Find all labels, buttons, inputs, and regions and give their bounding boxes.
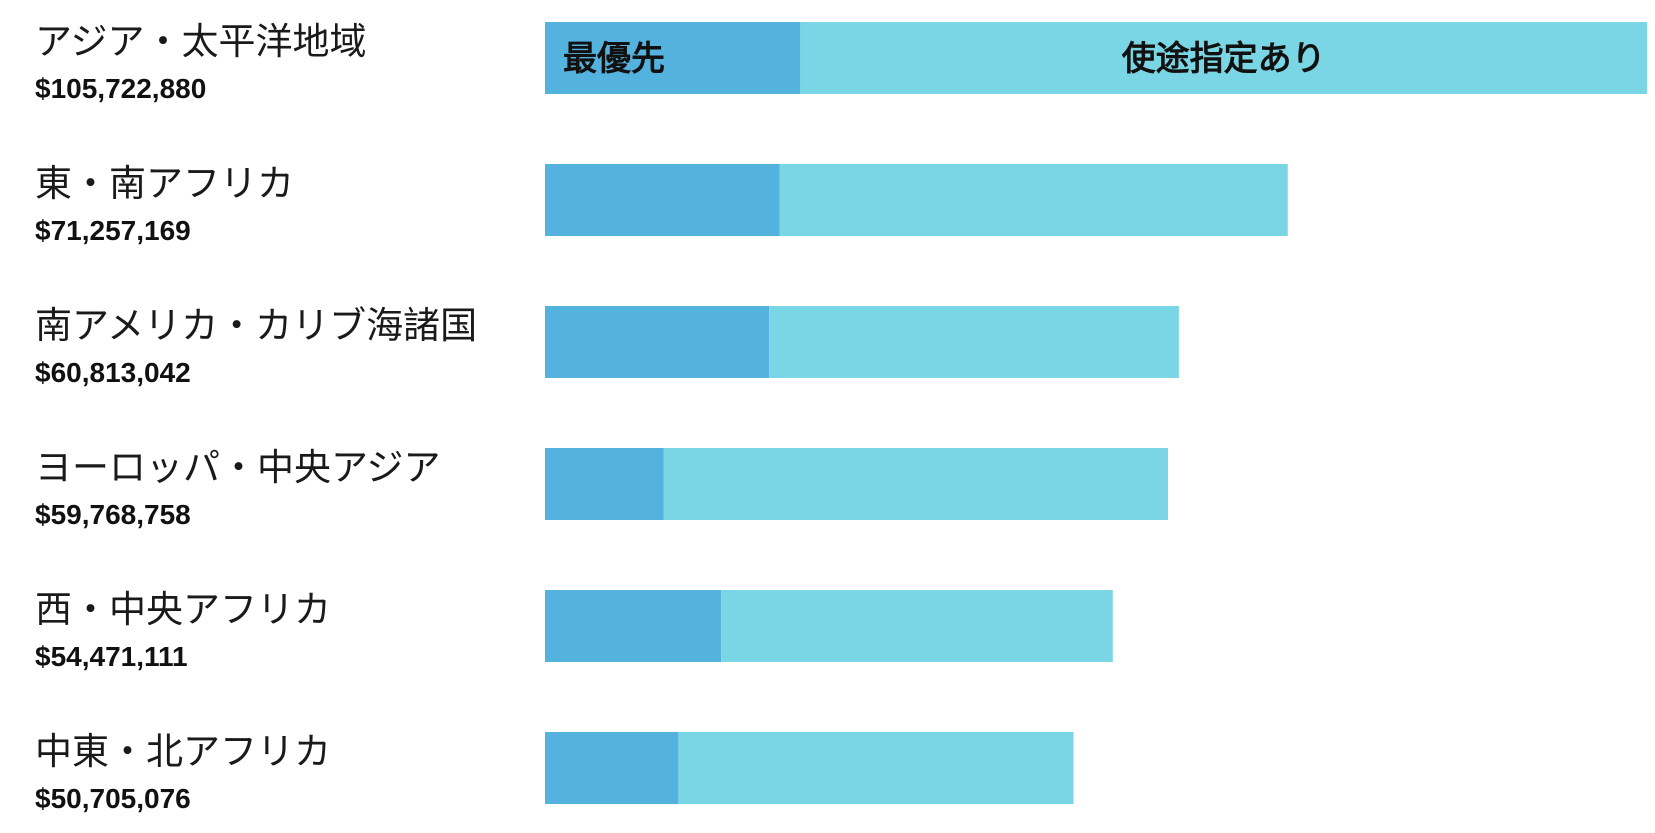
region-label: 中東・北アフリカ	[35, 730, 331, 773]
amount-label: $54,471,111	[35, 641, 188, 672]
priority-bar	[545, 732, 679, 804]
bar-row: 西・中央アフリカ $54,471,111	[35, 588, 1113, 672]
amount-label: $71,257,169	[35, 215, 191, 246]
designated-bar	[769, 306, 1179, 378]
designated-bar	[663, 448, 1168, 520]
designated-bar	[678, 732, 1074, 804]
designated-bar	[779, 164, 1288, 236]
bar-row: アジア・太平洋地域 $105,722,880 最優先 使途指定あり	[35, 20, 1647, 104]
designated-bar	[800, 22, 1647, 94]
bar-row: ヨーロッパ・中央アジア $59,768,758	[35, 446, 1168, 530]
region-label: アジア・太平洋地域	[35, 20, 367, 63]
priority-bar	[545, 448, 664, 520]
priority-segment-label: 最優先	[563, 39, 665, 79]
designated-segment-label: 使途指定あり	[1121, 39, 1326, 79]
region-label: 東・南アフリカ	[35, 162, 294, 205]
priority-bar	[545, 306, 770, 378]
bar-row: 南アメリカ・カリブ海諸国 $60,813,042	[35, 304, 1179, 388]
amount-label: $59,768,758	[35, 499, 191, 530]
region-label: 西・中央アフリカ	[35, 588, 331, 631]
region-label: 南アメリカ・カリブ海諸国	[35, 304, 477, 347]
amount-label: $60,813,042	[35, 357, 191, 388]
designated-bar	[721, 590, 1113, 662]
priority-bar	[545, 22, 801, 94]
amount-label: $105,722,880	[35, 73, 206, 104]
region-label: ヨーロッパ・中央アジア	[35, 446, 441, 489]
bar-row: 東・南アフリカ $71,257,169	[35, 162, 1288, 246]
priority-bar	[545, 164, 780, 236]
bar-row: 中東・北アフリカ $50,705,076	[35, 730, 1074, 814]
priority-bar	[545, 590, 722, 662]
amount-label: $50,705,076	[35, 783, 191, 814]
